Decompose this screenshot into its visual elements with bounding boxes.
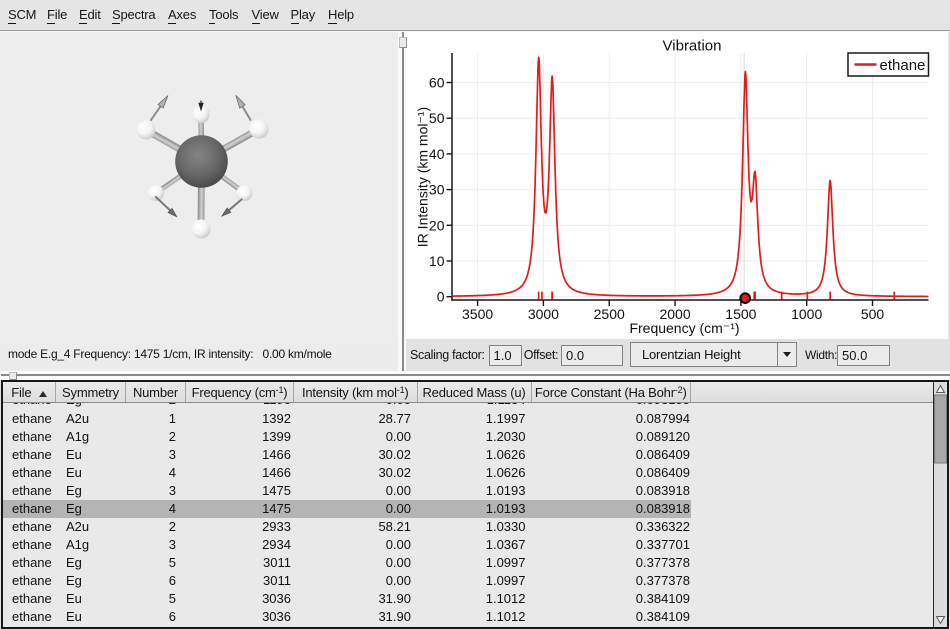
svg-text:10: 10 xyxy=(429,253,445,269)
svg-text:Frequency (cm⁻¹): Frequency (cm⁻¹) xyxy=(629,320,739,336)
svg-text:IR Intensity (km mol⁻¹): IR Intensity (km mol⁻¹) xyxy=(415,107,431,247)
svg-text:3000: 3000 xyxy=(528,306,559,322)
svg-text:0: 0 xyxy=(437,289,445,305)
svg-text:ethane: ethane xyxy=(880,57,926,74)
svg-text:40: 40 xyxy=(429,146,445,162)
svg-text:60: 60 xyxy=(429,75,445,91)
svg-text:3500: 3500 xyxy=(462,306,493,322)
svg-text:2500: 2500 xyxy=(594,306,625,322)
svg-text:1000: 1000 xyxy=(791,306,822,322)
svg-text:20: 20 xyxy=(429,217,445,233)
svg-text:1500: 1500 xyxy=(725,306,756,322)
svg-text:Vibration: Vibration xyxy=(663,38,722,55)
svg-text:50: 50 xyxy=(429,110,445,126)
svg-text:2000: 2000 xyxy=(659,306,690,322)
svg-text:500: 500 xyxy=(861,306,885,322)
svg-text:30: 30 xyxy=(429,182,445,198)
